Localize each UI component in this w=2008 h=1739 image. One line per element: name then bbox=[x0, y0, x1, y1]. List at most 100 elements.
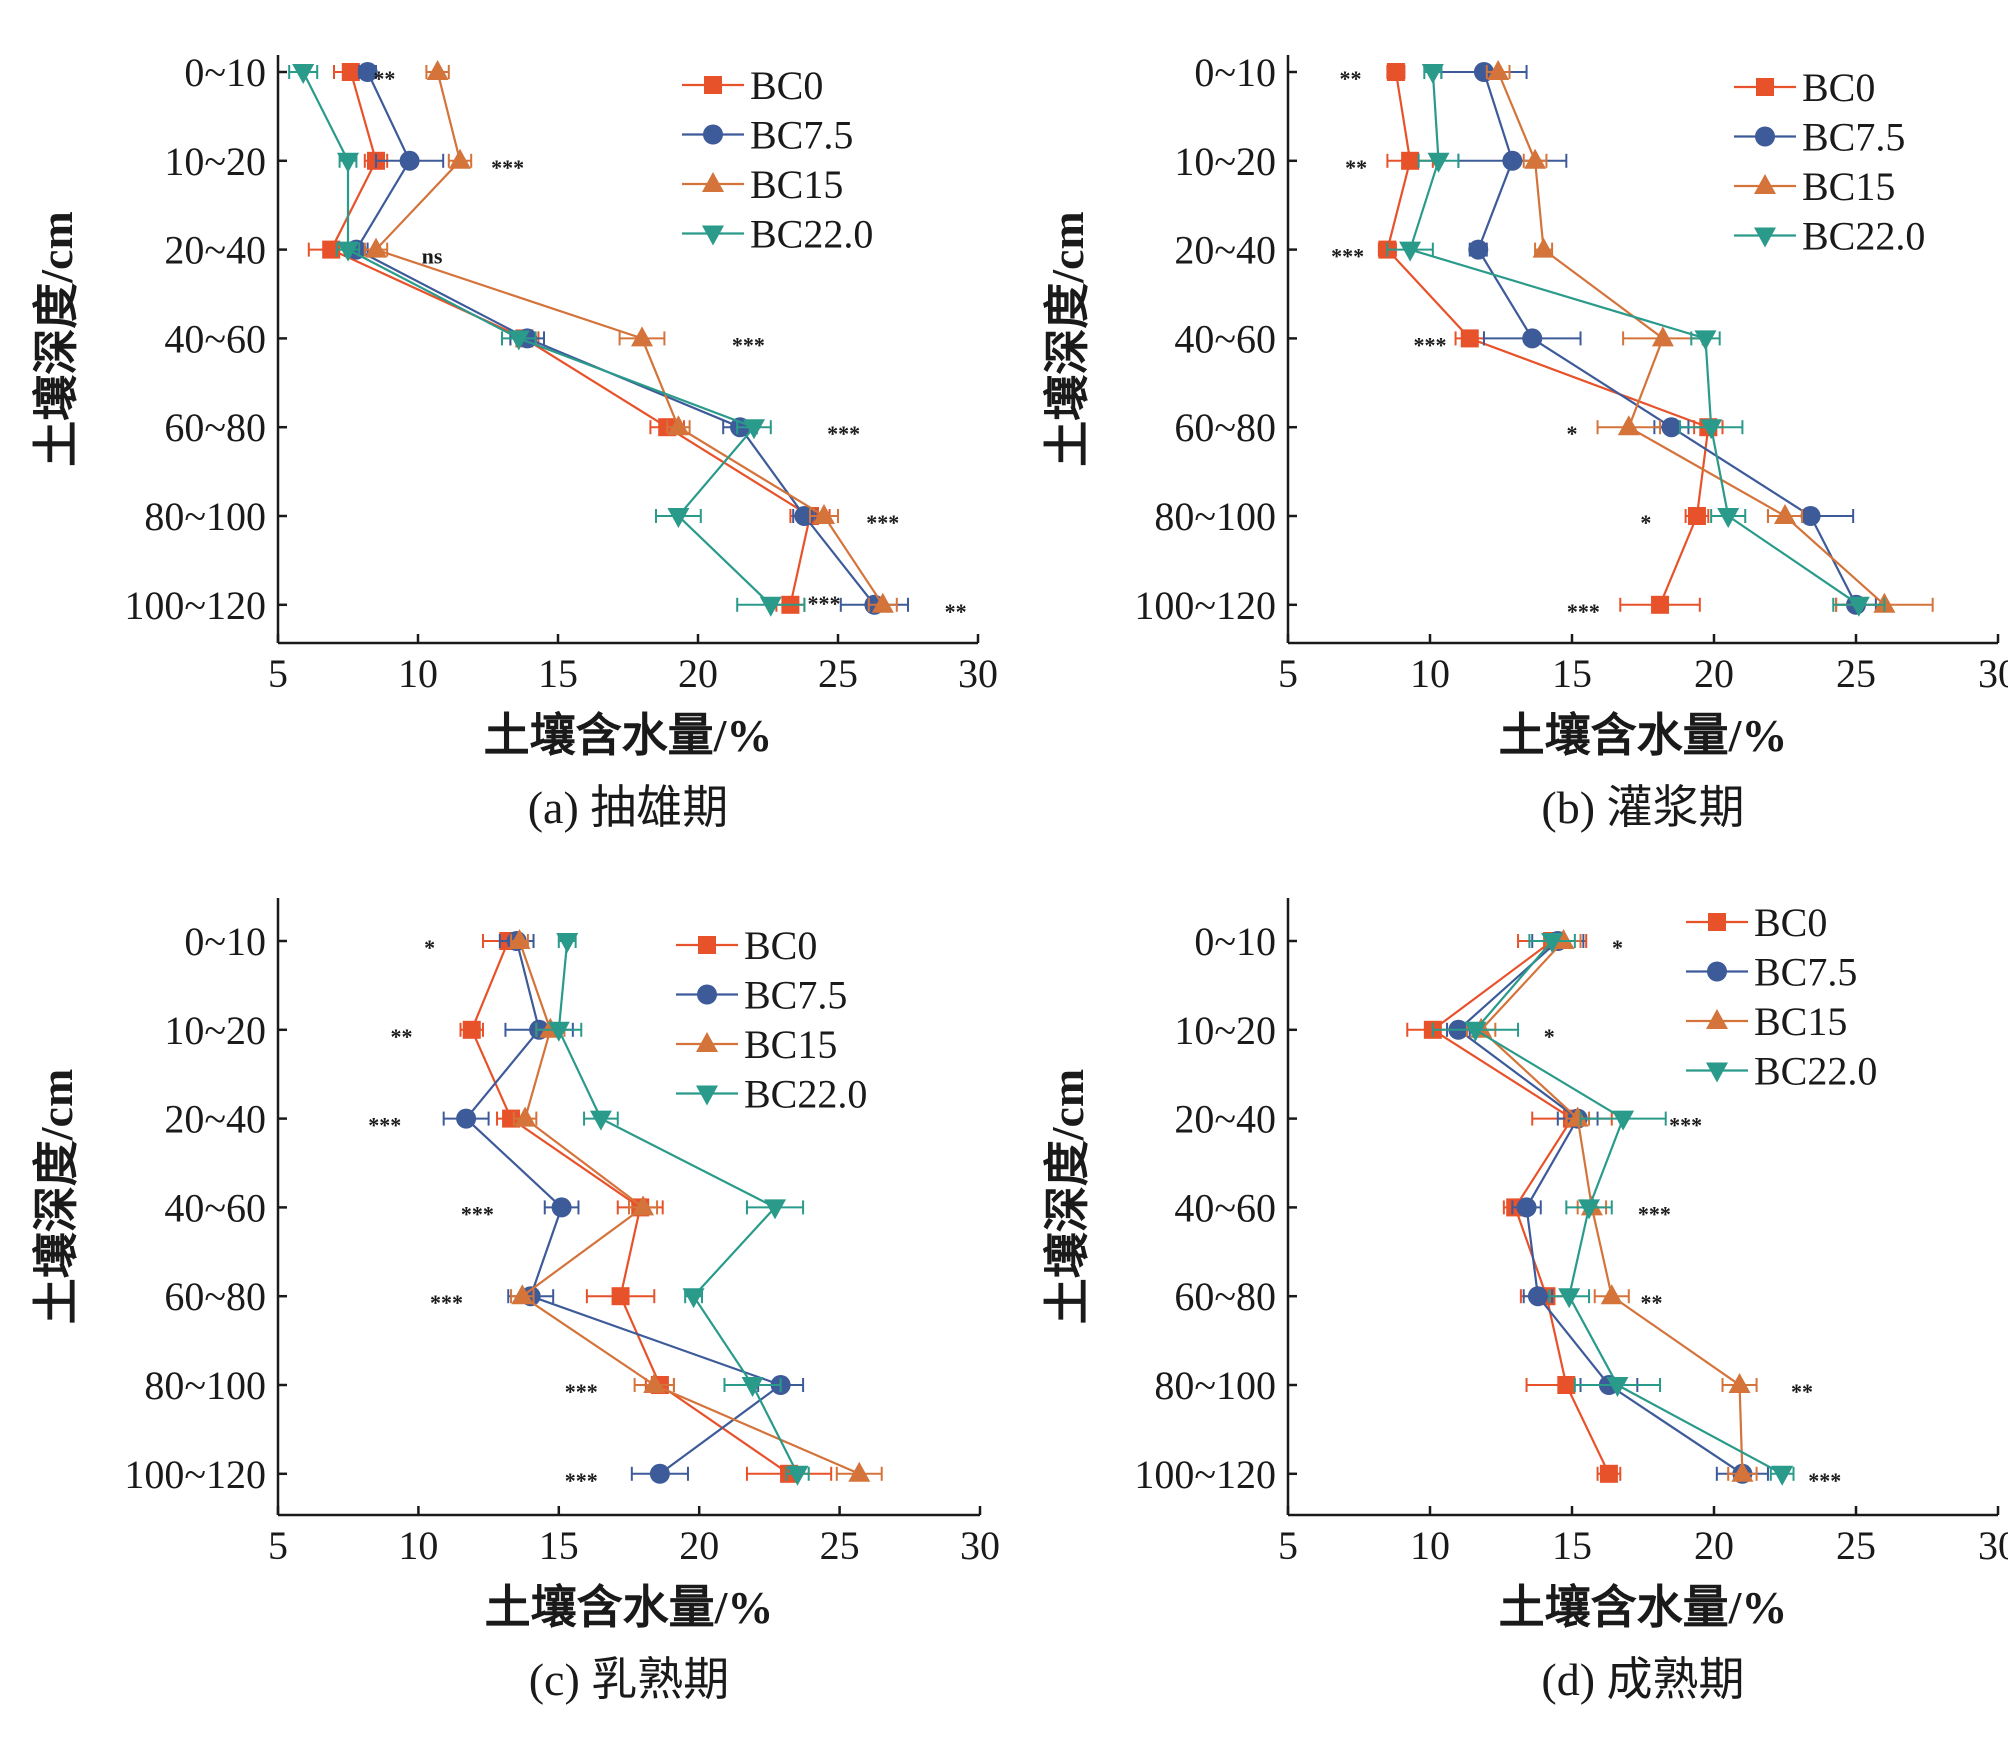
legend-item: BC0 bbox=[682, 63, 823, 108]
data-point bbox=[399, 150, 420, 171]
data-point bbox=[1651, 595, 1670, 614]
legend-label: BC22.0 bbox=[744, 1072, 867, 1117]
significance-label: ** bbox=[1345, 155, 1367, 180]
y-tick-label: 80~100 bbox=[1154, 494, 1276, 539]
series-BC22.0 bbox=[1386, 64, 1886, 617]
legend-marker bbox=[1706, 1062, 1728, 1083]
data-point bbox=[502, 1109, 521, 1128]
x-tick-label: 10 bbox=[1410, 1523, 1450, 1568]
data-point bbox=[871, 592, 894, 613]
data-point bbox=[1386, 63, 1405, 81]
series-BC15 bbox=[363, 60, 898, 613]
data-point bbox=[1728, 1373, 1751, 1393]
significance-label: ** bbox=[1339, 66, 1361, 91]
y-tick-label: 10~20 bbox=[1174, 1008, 1276, 1053]
legend-marker bbox=[702, 172, 724, 192]
y-axis-title: 土壤深度/cm bbox=[31, 211, 82, 467]
data-point bbox=[514, 1106, 537, 1127]
data-point bbox=[1612, 1110, 1635, 1131]
data-point bbox=[1527, 1286, 1548, 1307]
data-point bbox=[743, 419, 765, 440]
legend-item: BC22.0 bbox=[1686, 1049, 1877, 1094]
x-axis-title: 土壤含水量/% bbox=[1499, 1582, 1788, 1633]
x-tick-label: 20 bbox=[679, 1523, 719, 1568]
significance-label: * bbox=[1640, 510, 1651, 535]
y-tick-label: 60~80 bbox=[1174, 1274, 1276, 1319]
panel-d: 5 10 15 20 25 30 0~10 10~20 20~40 40~60 60~80 80~10… bbox=[1042, 898, 2008, 1705]
x-tick-label: 15 bbox=[1552, 1523, 1592, 1568]
significance-label: *** bbox=[565, 1379, 598, 1404]
panel-caption: (c) 乳熟期 bbox=[529, 1654, 730, 1705]
y-tick-label: 40~60 bbox=[164, 1185, 266, 1230]
significance-label: *** bbox=[491, 155, 524, 180]
data-point bbox=[1552, 929, 1575, 949]
data-point bbox=[786, 1465, 809, 1486]
legend-item: BC22.0 bbox=[676, 1072, 867, 1117]
legend-label: BC7.5 bbox=[1754, 950, 1857, 995]
significance-label: * bbox=[1612, 935, 1623, 960]
x-tick-label: 20 bbox=[1694, 1523, 1734, 1568]
panel-a: 5 10 15 20 25 30 0~10 10~20 20~40 40~60 60~80 80~10… bbox=[31, 50, 998, 833]
significance-label: *** bbox=[827, 421, 860, 446]
y-tick-label: 10~20 bbox=[164, 1008, 266, 1053]
legend-marker bbox=[1708, 913, 1726, 931]
data-point bbox=[1700, 419, 1723, 440]
x-tick-label: 25 bbox=[1836, 1523, 1876, 1568]
significance-label: *** bbox=[1638, 1201, 1671, 1226]
data-point bbox=[589, 1110, 612, 1131]
y-tick-label: 0~10 bbox=[184, 50, 266, 95]
data-point bbox=[1464, 1021, 1487, 1042]
legend-label: BC7.5 bbox=[744, 973, 847, 1018]
data-point bbox=[341, 63, 360, 81]
significance-label: *** bbox=[368, 1113, 401, 1138]
data-point bbox=[649, 1463, 670, 1484]
data-point bbox=[1399, 241, 1422, 262]
y-tick-label: 20~40 bbox=[164, 1097, 266, 1142]
data-point bbox=[462, 1020, 481, 1039]
data-point bbox=[1558, 1288, 1581, 1309]
y-tick-label: 80~100 bbox=[144, 494, 266, 539]
x-tick-label: 5 bbox=[268, 1523, 288, 1568]
data-point bbox=[1524, 148, 1547, 169]
legend-marker bbox=[1754, 227, 1776, 248]
legend-item: BC0 bbox=[1686, 900, 1827, 945]
legend-label: BC22.0 bbox=[750, 212, 873, 257]
y-tick-label: 100~120 bbox=[1134, 583, 1276, 628]
legend-label: BC15 bbox=[744, 1022, 837, 1067]
significance-label: * bbox=[1567, 421, 1578, 446]
data-point bbox=[1557, 1376, 1576, 1394]
legend-label: BC7.5 bbox=[750, 113, 853, 158]
data-point bbox=[292, 64, 315, 84]
x-tick-label: 25 bbox=[1836, 651, 1876, 696]
legend-marker bbox=[702, 225, 724, 246]
legend-label: BC15 bbox=[1802, 164, 1895, 209]
legend-item: BC22.0 bbox=[1734, 214, 1925, 259]
x-tick-label: 25 bbox=[818, 651, 858, 696]
series-BC22.0 bbox=[535, 933, 810, 1486]
data-point bbox=[511, 1284, 534, 1305]
legend-marker bbox=[697, 984, 717, 1005]
data-point bbox=[1731, 1461, 1754, 1482]
data-point bbox=[764, 1199, 787, 1220]
data-point bbox=[1566, 1106, 1589, 1127]
data-point bbox=[1847, 596, 1870, 617]
legend-label: BC0 bbox=[750, 63, 823, 108]
data-point bbox=[547, 1021, 570, 1042]
y-tick-label: 0~10 bbox=[1194, 919, 1276, 964]
data-point bbox=[337, 152, 359, 173]
data-point bbox=[1600, 1284, 1623, 1305]
significance-label: * bbox=[1544, 1024, 1555, 1049]
significance-label: ** bbox=[1791, 1379, 1813, 1404]
significance-label: *** bbox=[732, 332, 765, 357]
y-tick-label: 100~120 bbox=[1134, 1452, 1276, 1497]
data-point bbox=[1421, 64, 1444, 84]
significance-label: *** bbox=[1808, 1468, 1841, 1493]
data-point bbox=[426, 60, 449, 80]
x-tick-label: 20 bbox=[1694, 651, 1734, 696]
x-tick-label: 25 bbox=[820, 1523, 860, 1568]
data-point bbox=[357, 62, 378, 82]
y-tick-label: 60~80 bbox=[164, 1274, 266, 1319]
legend-marker bbox=[696, 1085, 718, 1106]
legend-label: BC22.0 bbox=[1802, 214, 1925, 259]
legend-marker bbox=[1707, 961, 1727, 982]
